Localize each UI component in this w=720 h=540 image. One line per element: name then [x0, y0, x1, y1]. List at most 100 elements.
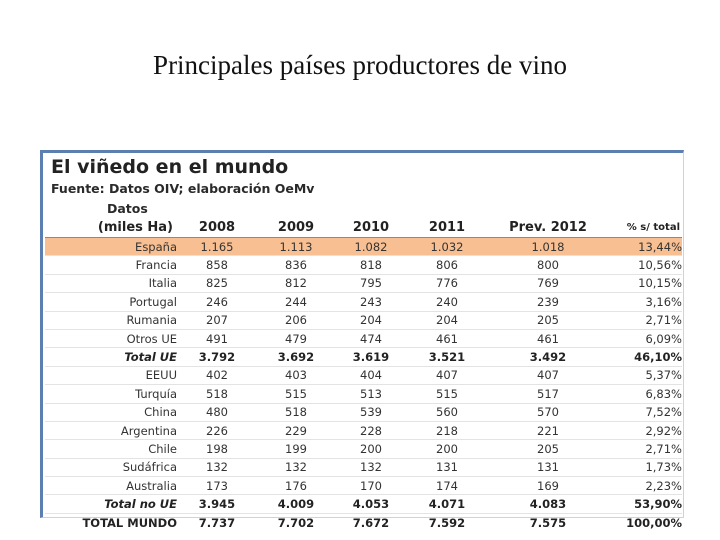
percent-cell: 10,56% [609, 255, 682, 275]
value-cell: 132 [257, 458, 335, 478]
row-label: Francia [45, 255, 177, 275]
table-body: España 1.165 1.113 1.082 1.032 1.018 13,44% Fra… [45, 237, 682, 532]
value-cell: 3.619 [335, 347, 407, 367]
percent-cell: 2,23% [609, 476, 682, 496]
column-header: 2011 [407, 217, 487, 238]
value-cell: 474 [335, 329, 407, 349]
value-cell: 243 [335, 292, 407, 312]
row-label: Portugal [45, 292, 177, 312]
table-row: Rumania 207 206 204 204 205 2,71% [45, 311, 682, 330]
value-cell: 461 [407, 329, 487, 349]
table-row: España 1.165 1.113 1.082 1.032 1.018 13,44% [45, 237, 682, 257]
value-cell: 200 [407, 439, 487, 459]
row-label: Sudáfrica [45, 458, 177, 478]
value-cell: 4.083 [487, 494, 609, 514]
percent-cell: 2,71% [609, 311, 682, 330]
header-row: (miles Ha) 2008 2009 2010 2011 Prev. 201… [45, 217, 682, 238]
value-cell: 7.592 [428, 515, 466, 530]
row-label: Total no UE [45, 494, 177, 514]
value-cell: 132 [177, 458, 257, 478]
header-datos-label: Datos [107, 201, 148, 216]
value-cell: 229 [257, 421, 335, 441]
value-cell: 3.521 [407, 347, 487, 367]
percent-cell: 53,90% [609, 494, 682, 514]
value-cell: 518 [257, 403, 335, 422]
percent-cell: 7,52% [609, 403, 682, 422]
row-label: Argentina [45, 421, 177, 441]
value-cell: 806 [407, 255, 487, 275]
value-cell: 199 [257, 439, 335, 459]
percent-cell: 13,44% [609, 237, 682, 257]
value-cell: 515 [257, 384, 335, 404]
value-cell: 221 [487, 421, 609, 441]
table-row: Argentina 226 229 228 218 221 2,92% [45, 421, 682, 441]
value-cell: 3.792 [177, 347, 257, 367]
value-cell: 818 [335, 255, 407, 275]
value-cell: 407 [487, 366, 609, 386]
value-cell: 560 [407, 403, 487, 422]
table-row: Turquía 518 515 513 515 517 6,83% [45, 384, 682, 404]
value-cell: 812 [257, 274, 335, 294]
column-header: % s/ total [609, 217, 682, 238]
percent-cell: 100,00% [626, 515, 682, 530]
value-cell: 480 [177, 403, 257, 422]
figure-source: Fuente: Datos OIV; elaboración OeMv [51, 181, 315, 196]
value-cell: 176 [257, 476, 335, 496]
table-row: China 480 518 539 560 570 7,52% [45, 403, 682, 422]
table-row: Francia 858 836 818 806 800 10,56% [45, 255, 682, 275]
value-cell: 204 [407, 311, 487, 330]
value-cell: 491 [177, 329, 257, 349]
value-cell: 198 [177, 439, 257, 459]
value-cell: 205 [487, 311, 609, 330]
row-label: Australia [45, 476, 177, 496]
value-cell: 825 [177, 274, 257, 294]
value-cell: 131 [407, 458, 487, 478]
value-cell: 776 [407, 274, 487, 294]
value-cell: 207 [177, 311, 257, 330]
row-label: Chile [45, 439, 177, 459]
slide-title: Principales países productores de vino [153, 50, 567, 80]
table-row: Portugal 246 244 243 240 239 3,16% [45, 292, 682, 312]
value-cell: 239 [487, 292, 609, 312]
value-cell: 3.692 [257, 347, 335, 367]
column-header: 2009 [257, 217, 335, 238]
row-label: Italia [45, 274, 177, 294]
table-row: Australia 173 176 170 174 169 2,23% [45, 476, 682, 496]
table-row: Italia 825 812 795 776 769 10,15% [45, 274, 682, 294]
value-cell: 517 [487, 384, 609, 404]
percent-cell: 1,73% [609, 458, 682, 478]
value-cell: 515 [407, 384, 487, 404]
value-cell: 769 [487, 274, 609, 294]
percent-cell: 2,71% [609, 439, 682, 459]
table-row: Chile 198 199 200 200 205 2,71% [45, 439, 682, 459]
value-cell: 1.032 [407, 237, 487, 257]
value-cell: 1.113 [257, 237, 335, 257]
value-cell: 795 [335, 274, 407, 294]
table-row: Total UE 3.792 3.692 3.619 3.521 3.492 46,10% [45, 347, 682, 367]
column-header: 2008 [177, 217, 257, 238]
value-cell: 7.737 [198, 515, 236, 530]
percent-cell: 3,16% [609, 292, 682, 312]
value-cell: 132 [335, 458, 407, 478]
row-label: Rumania [45, 311, 177, 330]
header-unit-label: (miles Ha) [45, 217, 177, 238]
value-cell: 204 [335, 311, 407, 330]
column-header: 2010 [335, 217, 407, 238]
table-row: Otros UE 491 479 474 461 461 6,09% [45, 329, 682, 349]
value-cell: 403 [257, 366, 335, 386]
value-cell: 402 [177, 366, 257, 386]
value-cell: 7.575 [529, 515, 567, 530]
vineyard-table-figure: El viñedo en el mundo Fuente: Datos OIV;… [40, 150, 684, 530]
value-cell: 3.492 [487, 347, 609, 367]
value-cell: 205 [487, 439, 609, 459]
percent-cell: 6,09% [609, 329, 682, 349]
value-cell: 131 [487, 458, 609, 478]
value-cell: 218 [407, 421, 487, 441]
value-cell: 240 [407, 292, 487, 312]
value-cell: 570 [487, 403, 609, 422]
value-cell: 513 [335, 384, 407, 404]
row-label: TOTAL MUNDO [82, 515, 177, 530]
value-cell: 200 [335, 439, 407, 459]
vineyard-data-table: (miles Ha) 2008 2009 2010 2011 Prev. 201… [45, 217, 682, 531]
percent-cell: 10,15% [609, 274, 682, 294]
